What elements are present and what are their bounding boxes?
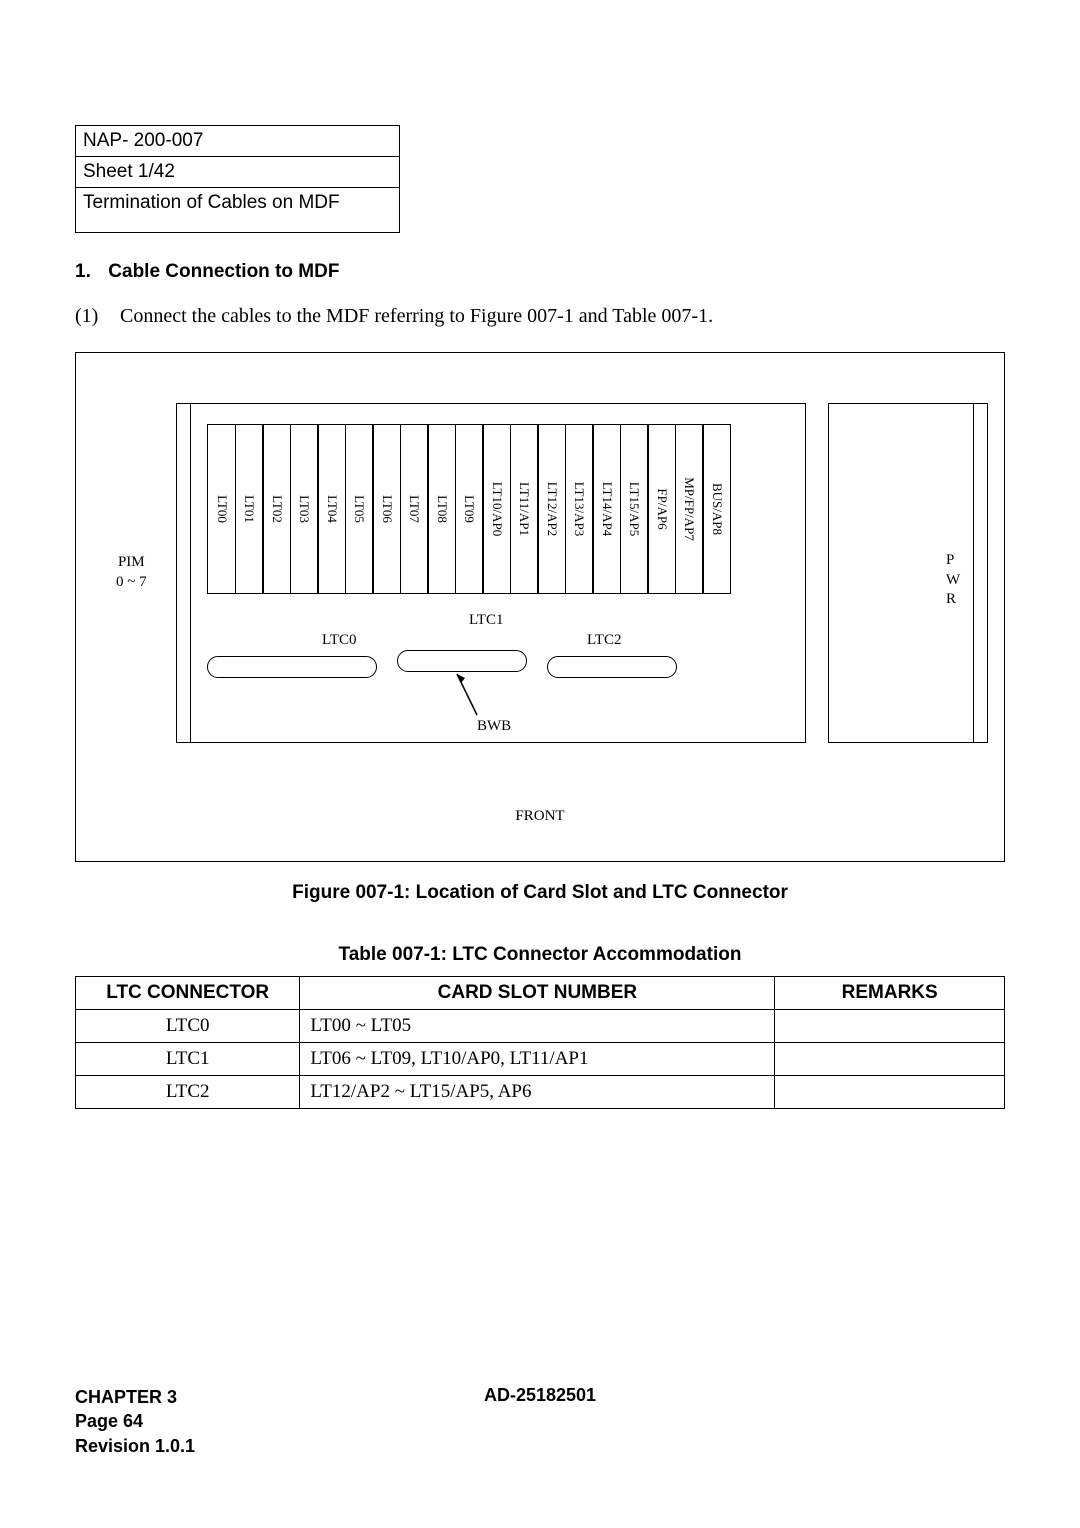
pim-left-strip <box>177 404 191 742</box>
card-slot-label: LT01 <box>241 495 257 523</box>
card-slot: LT03 <box>290 424 319 594</box>
section-title-text: Cable Connection to MDF <box>108 261 339 282</box>
card-slots: LT00 LT01 LT02 LT03 LT04 LT05 LT06 LT07 LT08 LT09… <box>207 424 731 594</box>
para-text: Connect the cables to the MDF referring … <box>120 305 713 327</box>
table-cell: LTC2 <box>76 1076 300 1109</box>
card-slot-label: LT10/AP0 <box>489 482 505 536</box>
table-cell: LTC0 <box>76 1010 300 1043</box>
table-col-2: REMARKS <box>775 977 1005 1010</box>
card-slot: LT02 <box>262 424 291 594</box>
section-heading: 1. Cable Connection to MDF <box>75 261 1005 283</box>
card-slot-label: LT03 <box>296 495 312 523</box>
table-cell <box>775 1076 1005 1109</box>
page-footer: CHAPTER 3 Page 64 Revision 1.0.1 AD-2518… <box>75 1385 1005 1458</box>
header-title: Termination of Cables on MDF <box>76 188 399 232</box>
card-slot-label: LT13/AP3 <box>571 482 587 536</box>
footer-docnum: AD-25182501 <box>484 1385 596 1406</box>
ltc2-label: LTC2 <box>587 632 621 649</box>
card-slot-label: BUS/AP8 <box>709 483 725 535</box>
table-cell: LT12/AP2 ~ LT15/AP5, AP6 <box>300 1076 775 1109</box>
card-slot-label: LT12/AP2 <box>544 482 560 536</box>
card-slot: LT14/AP4 <box>592 424 621 594</box>
pim-label: PIM 0 ~ 7 <box>116 553 147 592</box>
card-slot: LT00 <box>207 424 236 594</box>
footer-chapter: CHAPTER 3 <box>75 1385 195 1409</box>
table-cell: LTC1 <box>76 1043 300 1076</box>
card-slot-label: LT09 <box>461 495 477 523</box>
card-slot: LT04 <box>317 424 346 594</box>
table-cell <box>775 1010 1005 1043</box>
bwb-leader-line <box>447 669 517 719</box>
ltc2-connector <box>547 656 677 678</box>
pim-chassis: LT00 LT01 LT02 LT03 LT04 LT05 LT06 LT07 LT08 LT09… <box>176 403 806 743</box>
card-slot-label: LT07 <box>406 495 422 523</box>
card-slot: LT07 <box>400 424 429 594</box>
ltc0-label: LTC0 <box>322 632 356 649</box>
ltc-table: LTC CONNECTOR CARD SLOT NUMBER REMARKS L… <box>75 976 1005 1109</box>
footer-left: CHAPTER 3 Page 64 Revision 1.0.1 <box>75 1385 195 1458</box>
table-cell: LT06 ~ LT09, LT10/AP0, LT11/AP1 <box>300 1043 775 1076</box>
card-slot: LT09 <box>455 424 484 594</box>
card-slot: BUS/AP8 <box>702 424 731 594</box>
card-slot-label: MP/FP/AP7 <box>681 477 697 541</box>
card-slot: LT13/AP3 <box>565 424 594 594</box>
table-row: LTC1LT06 ~ LT09, LT10/AP0, LT11/AP1 <box>76 1043 1005 1076</box>
card-slot: LT15/AP5 <box>620 424 649 594</box>
section-number: 1. <box>75 261 103 283</box>
card-slot: LT01 <box>235 424 264 594</box>
card-slot: LT11/AP1 <box>510 424 539 594</box>
table-row: LTC2LT12/AP2 ~ LT15/AP5, AP6 <box>76 1076 1005 1109</box>
card-slot-label: LT15/AP5 <box>626 482 642 536</box>
table-caption: Table 007-1: LTC Connector Accommodation <box>75 944 1005 966</box>
card-slot: LT10/AP0 <box>482 424 511 594</box>
card-slot-label: LT06 <box>379 495 395 523</box>
footer-page: Page 64 <box>75 1409 195 1433</box>
body-paragraph: (1) Connect the cables to the MDF referr… <box>75 305 1005 328</box>
table-header-row: LTC CONNECTOR CARD SLOT NUMBER REMARKS <box>76 977 1005 1010</box>
front-label: FRONT <box>515 808 564 825</box>
header-sheet: Sheet 1/42 <box>76 157 399 188</box>
card-slot: LT06 <box>372 424 401 594</box>
figure-frame: PIM 0 ~ 7 LT00LT01LT02LT03LT04LT05LT06LT… <box>75 352 1005 862</box>
pwr-label: P W R <box>946 551 1040 610</box>
table-col-0: LTC CONNECTOR <box>76 977 300 1010</box>
figure-caption: Figure 007-1: Location of Card Slot and … <box>75 882 1005 904</box>
table-cell <box>775 1043 1005 1076</box>
bwb-label: BWB <box>477 718 511 735</box>
card-slot-label: LT14/AP4 <box>599 482 615 536</box>
header-box: NAP- 200-007 Sheet 1/42 Termination of C… <box>75 125 400 233</box>
card-slot-label: LT00 <box>214 495 230 523</box>
ltc0-connector <box>207 656 377 678</box>
footer-revision: Revision 1.0.1 <box>75 1434 195 1458</box>
table-col-1: CARD SLOT NUMBER <box>300 977 775 1010</box>
pwr-r: R <box>946 590 1040 610</box>
card-slot-label: LT04 <box>324 495 340 523</box>
card-slot: MP/FP/AP7 <box>675 424 704 594</box>
table-row: LTC0LT00 ~ LT05 <box>76 1010 1005 1043</box>
card-slot: LT12/AP2 <box>537 424 566 594</box>
table-cell: LT00 ~ LT05 <box>300 1010 775 1043</box>
card-slot: LT05 <box>345 424 374 594</box>
pim-label-line2: 0 ~ 7 <box>116 573 147 593</box>
card-slot-label: LT11/AP1 <box>516 482 532 536</box>
card-slot: LT08 <box>427 424 456 594</box>
header-nap: NAP- 200-007 <box>76 126 399 157</box>
pwr-p: P <box>946 551 1040 571</box>
card-slot-label: LT05 <box>351 495 367 523</box>
card-slot: FP/AP6 <box>647 424 676 594</box>
ltc1-label: LTC1 <box>469 612 503 629</box>
para-number: (1) <box>75 305 115 328</box>
card-slot-label: LT02 <box>269 495 285 523</box>
card-slot-label: LT08 <box>434 495 450 523</box>
pim-label-line1: PIM <box>116 553 147 573</box>
card-slot-label: FP/AP6 <box>654 488 670 529</box>
pwr-w: W <box>946 571 1040 591</box>
